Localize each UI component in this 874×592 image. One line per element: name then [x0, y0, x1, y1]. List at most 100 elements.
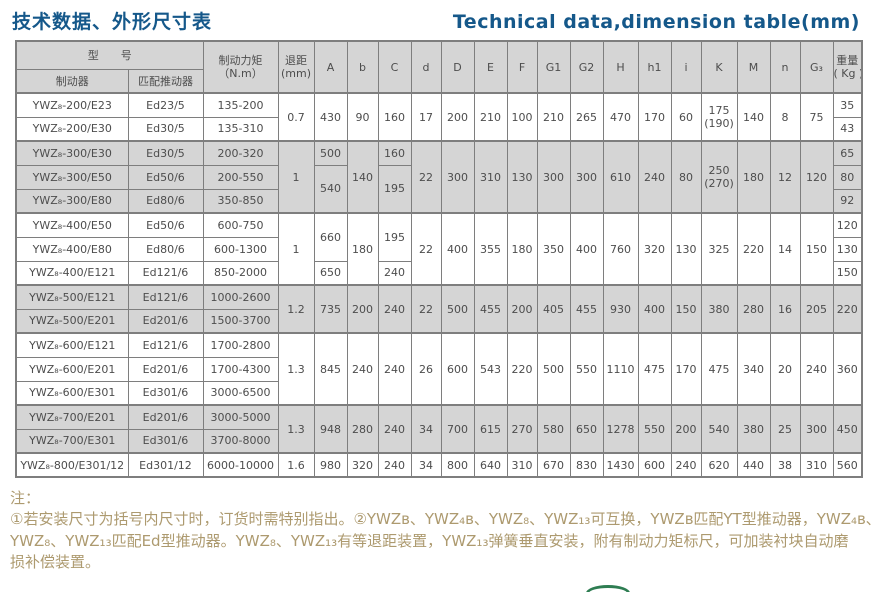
- cell-D: 600: [440, 332, 475, 406]
- cell-torque: 350-850: [202, 188, 279, 214]
- cell-weight: 360: [832, 332, 863, 406]
- cell-gap: 1: [277, 140, 315, 214]
- cell-model: YWZ₈-800/E301/12: [15, 452, 129, 478]
- cell-G1: 500: [536, 332, 571, 406]
- cell-b: 240: [346, 332, 379, 406]
- cell-G2: 650: [569, 404, 604, 454]
- cell-F: 310: [506, 452, 538, 478]
- cell-F: 270: [506, 404, 538, 454]
- cell-G1: 210: [536, 92, 571, 142]
- cell-b: 200: [346, 284, 379, 334]
- cell-model: YWZ₈-200/E23: [15, 92, 129, 118]
- cell-C: 240: [377, 404, 412, 454]
- cell-torque: 135-200: [202, 92, 279, 118]
- cell-M: 280: [736, 284, 771, 334]
- cell-h1: 550: [637, 404, 672, 454]
- cell-A: 430: [313, 92, 348, 142]
- cell-F: 220: [506, 332, 538, 406]
- col-header-K: K: [700, 40, 738, 94]
- cell-E: 455: [473, 284, 508, 334]
- col-header-C: C: [377, 40, 412, 94]
- cell-K-paren-value: (190): [704, 117, 734, 130]
- cell-thruster: Ed121/6: [127, 332, 204, 358]
- cell-G2: 550: [569, 332, 604, 406]
- note-label: 注：: [10, 489, 41, 507]
- note-line-2: YWZ₈、YWZ₁₃匹配Ed型推动器。YWZ₈、YWZ₁₃有等退距装置，YWZ₁…: [10, 531, 849, 550]
- col-header-thruster: 匹配推动器: [127, 68, 204, 94]
- cell-b: 180: [346, 212, 379, 286]
- cell-thruster: Ed23/5: [127, 92, 204, 118]
- cell-torque: 3000-5000: [202, 404, 279, 430]
- cell-d: 22: [410, 284, 442, 334]
- cell-E: 310: [473, 140, 508, 214]
- cell-F: 100: [506, 92, 538, 142]
- cell-weight: 220: [832, 284, 863, 334]
- cell-h1: 400: [637, 284, 672, 334]
- cell-F: 130: [506, 140, 538, 214]
- cell-A: 660: [313, 212, 348, 262]
- col-header-G2: G2: [569, 40, 604, 94]
- cell-M: 440: [736, 452, 771, 478]
- cell-b: 280: [346, 404, 379, 454]
- cell-A: 500: [313, 140, 348, 166]
- cell-thruster: Ed201/6: [127, 356, 204, 382]
- cell-M: 220: [736, 212, 771, 286]
- col-header-weight: 重量 ( Kg ): [832, 40, 863, 94]
- cell-E: 543: [473, 332, 508, 406]
- title-bar: 技术数据、外形尺寸表 Technical data,dimension tabl…: [0, 0, 874, 39]
- cell-G2: 265: [569, 92, 604, 142]
- cell-weight: 120: [832, 212, 863, 238]
- cell-torque: 135-310: [202, 116, 279, 142]
- cell-n: 12: [769, 140, 801, 214]
- cell-torque: 1000-2600: [202, 284, 279, 310]
- cell-weight: 560: [832, 452, 863, 478]
- cell-K: 540: [700, 404, 738, 454]
- cell-d: 22: [410, 212, 442, 286]
- cell-C: 240: [377, 260, 412, 286]
- cell-thruster: Ed201/6: [127, 404, 204, 430]
- cell-n: 20: [769, 332, 801, 406]
- col-header-weight-line2: ( Kg ): [833, 67, 862, 80]
- spec-table: 型 号 制动力矩 （N.m） 退距 (mm) A b C d D E F G1 …: [15, 40, 863, 478]
- cell-torque: 1700-2800: [202, 332, 279, 358]
- cell-thruster: Ed201/6: [127, 308, 204, 334]
- cell-torque: 3700-8000: [202, 428, 279, 454]
- cell-model: YWZ₈-400/E50: [15, 212, 129, 238]
- cell-torque: 1700-4300: [202, 356, 279, 382]
- cell-K: 250 (270): [700, 140, 738, 214]
- cell-C: 160: [377, 140, 412, 166]
- cell-weight: 43: [832, 116, 863, 142]
- cell-i: 170: [670, 332, 702, 406]
- cell-weight: 80: [832, 164, 863, 190]
- cell-C: 160: [377, 92, 412, 142]
- cell-thruster: Ed80/6: [127, 236, 204, 262]
- cell-G3: 300: [799, 404, 834, 454]
- page-title-zh: 技术数据、外形尺寸表: [12, 11, 213, 33]
- cell-n: 14: [769, 212, 801, 286]
- cell-K: 325: [700, 212, 738, 286]
- cell-d: 17: [410, 92, 442, 142]
- col-header-torque: 制动力矩 （N.m）: [202, 40, 279, 94]
- cell-thruster: Ed121/6: [127, 260, 204, 286]
- cell-C: 240: [377, 284, 412, 334]
- cell-M: 380: [736, 404, 771, 454]
- cell-G3: 120: [799, 140, 834, 214]
- cell-i: 80: [670, 140, 702, 214]
- col-header-b: b: [346, 40, 379, 94]
- cell-gap: 1.3: [277, 404, 315, 454]
- cell-weight: 450: [832, 404, 863, 454]
- cell-model: YWZ₈-200/E30: [15, 116, 129, 142]
- cell-G3: 240: [799, 332, 834, 406]
- col-header-A: A: [313, 40, 348, 94]
- cell-thruster: Ed301/6: [127, 380, 204, 406]
- cell-G2: 830: [569, 452, 604, 478]
- cell-i: 60: [670, 92, 702, 142]
- cell-weight: 92: [832, 188, 863, 214]
- cell-torque: 6000-10000: [202, 452, 279, 478]
- cell-G1: 670: [536, 452, 571, 478]
- col-header-E: E: [473, 40, 508, 94]
- cell-model: YWZ₈-500/E201: [15, 308, 129, 334]
- cell-n: 16: [769, 284, 801, 334]
- cell-M: 180: [736, 140, 771, 214]
